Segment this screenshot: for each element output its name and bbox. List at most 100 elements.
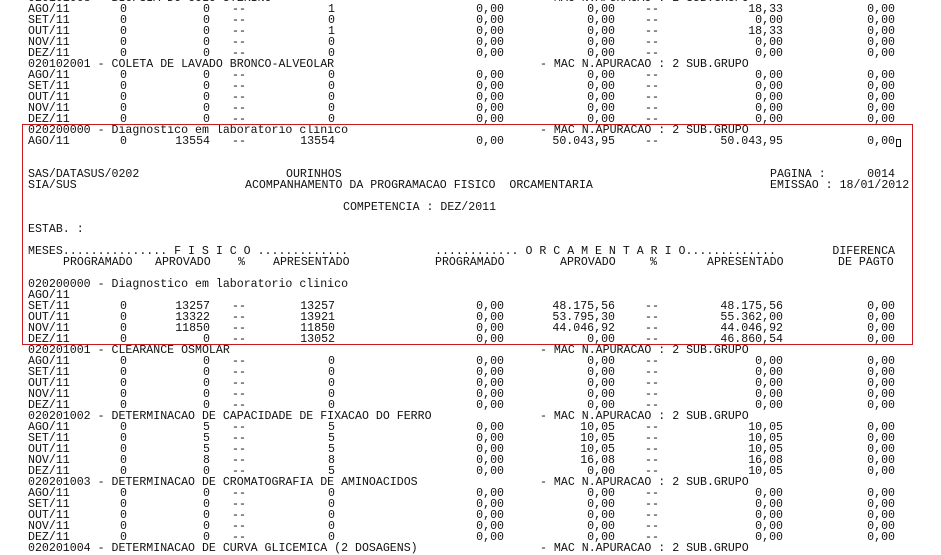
- diferenca: 0,00: [867, 91, 895, 104]
- procedure-name: DETERMINACAO DE CROMATOGRAFIA DE AMINOAC…: [111, 476, 418, 489]
- section-title: 020201004 - DETERMINACAO DE CURVA GLICEM…: [28, 543, 418, 555]
- orc-percent: --: [645, 36, 659, 49]
- fis-apresentado: 13554: [300, 135, 335, 148]
- section-title: 020200000 - Diagnostico em laboratorio c…: [28, 279, 348, 291]
- fis-aprovado: 0: [203, 69, 210, 82]
- orc-aprovado: 0,00: [587, 69, 615, 82]
- procedure-name: CLEARANCE OSMOLAR: [111, 344, 230, 357]
- fis-apresentado: 8: [328, 454, 335, 467]
- report-title: ACOMPANHAMENTO DA PROGRAMACAO FISICO ORC…: [245, 179, 593, 192]
- month: NOV/11: [28, 322, 70, 335]
- fis-percent: --: [232, 102, 246, 115]
- orc-programado: 0,00: [476, 322, 504, 335]
- orc-programado: 0,00: [476, 454, 504, 467]
- orc-programado: 0,00: [476, 135, 504, 148]
- orc-percent: --: [645, 80, 659, 93]
- orc-apresentado: 10,05: [748, 432, 783, 445]
- fis-aprovado: 0: [203, 465, 210, 478]
- orc-aprovado: 10,05: [580, 421, 615, 434]
- orc-aprovado: 0,00: [587, 102, 615, 115]
- separator: -: [90, 344, 112, 357]
- orc-apresentado: 0,00: [755, 531, 783, 544]
- fis-programado: 0: [120, 47, 127, 60]
- mac-label: - MAC N.APURACAO : 2 SUB.GRUPO: [540, 410, 749, 423]
- fis-programado: 0: [120, 91, 127, 104]
- fis-aprovado: 5: [203, 421, 210, 434]
- fis-programado: 0: [120, 498, 127, 511]
- fis-programado: 0: [120, 509, 127, 522]
- diferenca: 0,00: [867, 377, 895, 390]
- fis-aprovado: 0: [203, 355, 210, 368]
- competencia: COMPETENCIA : DEZ/2011: [343, 201, 497, 214]
- mac-label: - MAC N.APURACAO : 2 SUB.GRUPO: [540, 542, 749, 555]
- city: OURINHOS: [286, 168, 342, 181]
- fis-percent: --: [232, 69, 246, 82]
- orc-percent: --: [645, 333, 659, 346]
- orc-programado: 0,00: [476, 531, 504, 544]
- diferenca: 0,00: [867, 311, 895, 324]
- orc-apresentado: 16,08: [748, 454, 783, 467]
- orc-apresentado: 0,00: [755, 509, 783, 522]
- fis-percent: --: [232, 399, 246, 412]
- mac-label: - MAC N.APURACAO : 2 SUB.GRUPO: [540, 344, 749, 357]
- fis-aprovado: 11850: [175, 322, 210, 335]
- fis-aprovado: 0: [203, 113, 210, 126]
- month: NOV/11: [28, 36, 70, 49]
- orc-programado: 0,00: [476, 36, 504, 49]
- fis-percent: --: [232, 531, 246, 544]
- orc-aprovado: 0,00: [587, 377, 615, 390]
- orc-aprovado: 53.795,30: [552, 311, 615, 324]
- section-title: 020201003 - DETERMINACAO DE CROMATOGRAFI…: [28, 477, 418, 489]
- fis-apresentado: 0: [328, 509, 335, 522]
- orc-programado: 0,00: [476, 69, 504, 82]
- fis-apresentado: 0: [328, 388, 335, 401]
- fis-aprovado: 0: [203, 509, 210, 522]
- fis-percent: --: [232, 36, 246, 49]
- fis-aprovado: 0: [203, 102, 210, 115]
- orc-aprovado: 0,00: [587, 333, 615, 346]
- orc-apresentado: 0,00: [755, 366, 783, 379]
- section-title: 020201001 - CLEARANCE OSMOLAR: [28, 345, 230, 357]
- diferenca: 0,00: [867, 25, 895, 38]
- fis-aprovado: 13257: [175, 300, 210, 313]
- orc-aprovado: 0,00: [587, 355, 615, 368]
- fis-apresentado: 0: [328, 498, 335, 511]
- fis-aprovado: 13322: [175, 311, 210, 324]
- fis-apresentado: 13052: [300, 333, 335, 346]
- diferenca: 0,00: [867, 498, 895, 511]
- fis-programado: 0: [120, 355, 127, 368]
- orc-aprovado: 48.175,56: [552, 300, 615, 313]
- fis-programado: 0: [120, 311, 127, 324]
- orc-aprovado: 0,00: [587, 465, 615, 478]
- fis-percent: --: [232, 3, 246, 16]
- separator: -: [90, 124, 112, 137]
- orc-percent: --: [645, 3, 659, 16]
- fis-programado: 0: [120, 399, 127, 412]
- fis-programado: 0: [120, 3, 127, 16]
- fis-programado: 0: [120, 487, 127, 500]
- diferenca: 0,00: [867, 399, 895, 412]
- diferenca-header: DIFERENCA: [832, 245, 895, 258]
- orc-apresentado: 10,05: [748, 443, 783, 456]
- fis-programado: 0: [120, 36, 127, 49]
- fis-percent: --: [232, 509, 246, 522]
- orc-apresentado: 10,05: [748, 421, 783, 434]
- fis-percent: --: [232, 47, 246, 60]
- diferenca: 0,00: [867, 509, 895, 522]
- month: OUT/11: [28, 377, 70, 390]
- orc-programado: 0,00: [476, 113, 504, 126]
- fis-apresentado: 0: [328, 69, 335, 82]
- diferenca: 0,00: [867, 14, 895, 27]
- month: DEZ/11: [28, 399, 70, 412]
- fis-programado: 0: [120, 520, 127, 533]
- orc-percent: --: [645, 113, 659, 126]
- fis-programado: 0: [120, 113, 127, 126]
- month: SET/11: [28, 14, 70, 27]
- col-orc-aprovado: APROVADO: [560, 256, 616, 269]
- fis-percent: --: [232, 388, 246, 401]
- orc-aprovado: 0,00: [587, 366, 615, 379]
- fis-programado: 0: [120, 366, 127, 379]
- month: NOV/11: [28, 454, 70, 467]
- orc-apresentado: 0,00: [755, 102, 783, 115]
- month: AGO/11: [28, 487, 70, 500]
